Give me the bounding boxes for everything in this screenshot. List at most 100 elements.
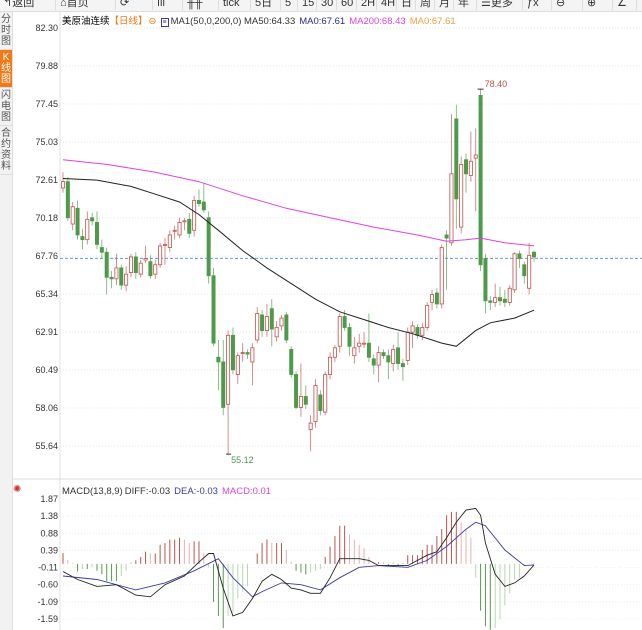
candle — [65, 176, 70, 221]
candle-body — [449, 173, 454, 244]
candle — [226, 330, 231, 455]
candle-body — [488, 300, 493, 303]
candle — [498, 286, 503, 306]
tab-kline[interactable]: K线图 — [0, 50, 12, 88]
price-tick-label: 60.49 — [35, 365, 58, 375]
period-日-button[interactable]: 日 — [396, 0, 412, 10]
candle-body — [425, 305, 430, 328]
candle-body — [90, 217, 95, 222]
candle — [323, 371, 328, 416]
candle — [488, 296, 493, 311]
zoom-out-icon-button[interactable]: ⊖ — [551, 0, 565, 10]
period-2H-button[interactable]: 2H — [356, 0, 375, 10]
candle — [99, 239, 104, 259]
candle — [221, 340, 226, 416]
macd-tick-label: 1.38 — [40, 511, 58, 521]
period-15-button[interactable]: 15 — [297, 0, 314, 10]
candle-body — [328, 356, 333, 375]
period-周-button[interactable]: 周 — [415, 0, 431, 10]
candle-body — [226, 334, 231, 405]
period-60-button[interactable]: 60 — [336, 0, 353, 10]
candle-body — [260, 314, 265, 332]
candle-body — [464, 159, 469, 175]
period-5日-button[interactable]: 5日 — [250, 0, 272, 10]
refresh-icon-button[interactable]: ⟳ — [115, 0, 129, 10]
macd-title: MACD(13,8,9) — [62, 486, 123, 497]
candle-body — [308, 422, 313, 430]
candle — [522, 261, 527, 284]
price-tick-label: 82.30 — [35, 23, 58, 33]
period-5-button[interactable]: 5 — [280, 0, 291, 10]
candle-body — [512, 253, 517, 291]
macd-tick-label: 0.88 — [40, 528, 58, 538]
period-月-button[interactable]: 月 — [434, 0, 450, 10]
ma50-line — [62, 178, 535, 347]
settings-icon[interactable]: ≡ — [160, 18, 169, 27]
candle-body — [85, 218, 90, 241]
dea-line — [62, 521, 535, 598]
candle-body — [61, 181, 66, 189]
candle-body — [221, 361, 226, 408]
candle — [138, 260, 143, 278]
candle-body — [70, 206, 75, 225]
candle — [391, 344, 396, 372]
candle — [196, 189, 201, 207]
diff-line — [62, 507, 535, 617]
candle-body — [352, 347, 357, 357]
candle — [308, 415, 313, 452]
candle — [318, 390, 323, 416]
tab-flash-chart[interactable]: 闪电图 — [0, 88, 12, 126]
lock-icon[interactable]: ⊖ — [148, 16, 157, 27]
candle — [279, 314, 284, 331]
period-30-button[interactable]: 30 — [316, 0, 333, 10]
candle-body — [357, 342, 362, 347]
candle-body — [400, 363, 405, 368]
pen-icon-button[interactable]: ∠ — [612, 0, 627, 10]
ma0-label: MA0:67.61 — [299, 16, 346, 27]
candle — [371, 354, 376, 375]
candle — [94, 211, 99, 250]
candle — [192, 195, 197, 237]
candle-body — [410, 325, 415, 333]
candle-body — [478, 95, 483, 266]
candle-body — [128, 256, 133, 273]
candle-body — [386, 355, 391, 363]
home-icon-button[interactable]: ⌂首页 — [55, 0, 89, 10]
tab-timeshare[interactable]: 分时图 — [0, 12, 12, 50]
price-tick-label: 72.61 — [35, 175, 58, 185]
function-icon-button[interactable]: ƒx — [522, 0, 539, 10]
candle-body — [298, 396, 303, 408]
candle — [527, 242, 532, 295]
candle — [235, 352, 240, 384]
candle-body — [294, 374, 299, 408]
candle — [454, 104, 459, 229]
period-label[interactable]: 【日线】 — [109, 16, 148, 27]
period-年-button[interactable]: 年 — [453, 0, 469, 10]
menu-icon-button[interactable]: ☰更多 — [476, 0, 513, 10]
candle — [512, 252, 517, 293]
indicator-icon-button[interactable]: ıll — [152, 0, 165, 10]
candle-body — [376, 352, 381, 366]
period-4H-button[interactable]: 4H — [376, 0, 395, 10]
candle — [328, 352, 333, 380]
candle-body — [182, 220, 187, 223]
back-icon-button[interactable]: ↰返回 — [3, 0, 35, 9]
candle-body — [502, 298, 507, 303]
zoom-in-icon-button[interactable]: ⊕ — [582, 0, 596, 10]
candle-body — [158, 245, 163, 266]
candle — [264, 303, 269, 337]
period-tick-button[interactable]: tick — [218, 0, 240, 10]
candle — [434, 288, 439, 309]
candle-body — [289, 349, 294, 375]
tab-contract-info[interactable]: 合约资料 — [0, 126, 12, 175]
candle-body — [405, 331, 410, 361]
candle-body — [420, 327, 425, 336]
dea-label: DEA:-0.03 — [174, 486, 218, 497]
macd-settings-icon[interactable]: ✺ — [13, 484, 22, 495]
price-tick-label: 67.76 — [35, 251, 58, 261]
candle — [61, 172, 66, 193]
candle — [148, 255, 153, 279]
candle-icon-button[interactable]: ╫╫ — [182, 0, 203, 10]
candle-body — [187, 218, 192, 234]
